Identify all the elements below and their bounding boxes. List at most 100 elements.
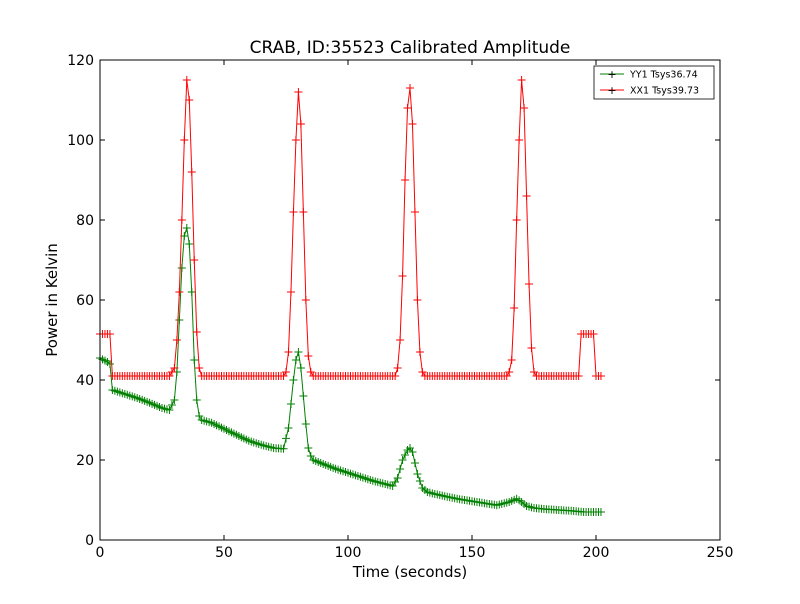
x-tick-label: 200: [583, 545, 610, 561]
data-point: [517, 76, 526, 84]
data-point: [398, 272, 407, 280]
data-point: [165, 406, 174, 414]
y-tick-label: 0: [85, 533, 94, 549]
data-point: [105, 360, 114, 368]
data-point: [596, 508, 605, 516]
legend-label-xx1: XX1 Tsys39.73: [630, 86, 699, 97]
data-point: [408, 448, 417, 456]
data-point: [507, 356, 516, 364]
data-point: [175, 288, 184, 296]
data-point: [304, 352, 313, 360]
data-point: [291, 136, 300, 144]
data-point: [282, 434, 290, 443]
legend-marker-yy1: +: [607, 68, 616, 81]
data-point: [393, 474, 402, 482]
data-point: [190, 356, 199, 364]
data-point: [401, 451, 410, 459]
y-tick-label: 120: [67, 53, 94, 69]
data-point: [105, 330, 114, 338]
data-point: [170, 364, 179, 372]
data-point: [301, 296, 310, 304]
data-point: [408, 120, 417, 128]
data-point: [289, 376, 298, 384]
y-tick-label: 60: [76, 293, 94, 309]
data-point: [522, 192, 531, 200]
plot-area: [100, 60, 720, 540]
data-point: [396, 336, 405, 344]
y-tick-label: 40: [76, 373, 94, 389]
x-tick-label: 0: [96, 545, 105, 561]
series-layer: [96, 76, 605, 516]
data-point: [286, 400, 295, 408]
data-point: [182, 76, 191, 84]
data-point: [185, 240, 194, 248]
data-point: [185, 96, 194, 104]
data-point: [515, 136, 524, 144]
data-point: [282, 368, 290, 376]
data-point: [410, 459, 419, 467]
data-point: [279, 444, 288, 453]
data-point: [413, 296, 422, 304]
data-point: [391, 372, 400, 380]
x-tick-label: 50: [215, 545, 233, 561]
chart-title: CRAB, ID:35523 Calibrated Amplitude: [250, 38, 571, 58]
data-point: [589, 330, 598, 338]
data-point: [304, 444, 313, 452]
data-point: [294, 348, 303, 356]
data-point: [401, 176, 410, 184]
legend: + YY1 Tsys36.74 + XX1 Tsys39.73: [593, 65, 715, 100]
data-point: [512, 216, 521, 224]
data-point: [167, 401, 176, 409]
x-tick-label: 100: [335, 545, 362, 561]
data-point: [398, 456, 407, 464]
data-point: [284, 348, 293, 356]
data-point: [187, 168, 196, 176]
legend-box: [593, 65, 715, 100]
data-point: [596, 372, 605, 380]
data-point: [195, 364, 204, 372]
ticks-layer: 0 50 100 150 200 250 0 20 40 60 80 100 120: [67, 53, 733, 561]
data-point: [396, 465, 405, 473]
data-point: [286, 288, 295, 296]
data-point: [192, 328, 201, 336]
series-xx1: [96, 76, 605, 380]
data-point: [525, 280, 534, 288]
x-axis-label: Time (seconds): [352, 563, 468, 581]
data-point: [296, 120, 305, 128]
data-point: [403, 104, 412, 112]
data-point: [284, 424, 293, 432]
series-yy1: [96, 224, 605, 516]
data-point: [170, 396, 179, 404]
data-point: [415, 477, 424, 485]
legend-label-yy1: YY1 Tsys36.74: [629, 70, 698, 81]
data-point: [190, 256, 199, 264]
y-tick-label: 80: [76, 213, 94, 229]
data-point: [505, 368, 514, 376]
data-point: [410, 208, 419, 216]
data-point: [177, 264, 186, 272]
data-point: [294, 88, 303, 96]
y-tick-label: 100: [67, 133, 94, 149]
data-point: [180, 136, 189, 144]
y-axis-label: Power in Kelvin: [43, 243, 61, 357]
data-point: [413, 470, 422, 478]
data-point: [187, 288, 196, 296]
data-point: [291, 356, 300, 364]
data-point: [299, 208, 308, 216]
data-point: [175, 316, 184, 324]
y-tick-label: 20: [76, 453, 94, 469]
data-point: [393, 364, 402, 372]
data-point: [299, 392, 308, 400]
data-point: [415, 348, 424, 356]
data-point: [527, 344, 536, 352]
data-point: [574, 372, 583, 380]
data-point: [192, 396, 201, 404]
data-point: [510, 304, 519, 312]
data-point: [182, 224, 191, 232]
data-point: [406, 84, 414, 92]
data-point: [296, 364, 305, 372]
x-tick-label: 150: [459, 545, 486, 561]
x-tick-label: 250: [707, 545, 734, 561]
